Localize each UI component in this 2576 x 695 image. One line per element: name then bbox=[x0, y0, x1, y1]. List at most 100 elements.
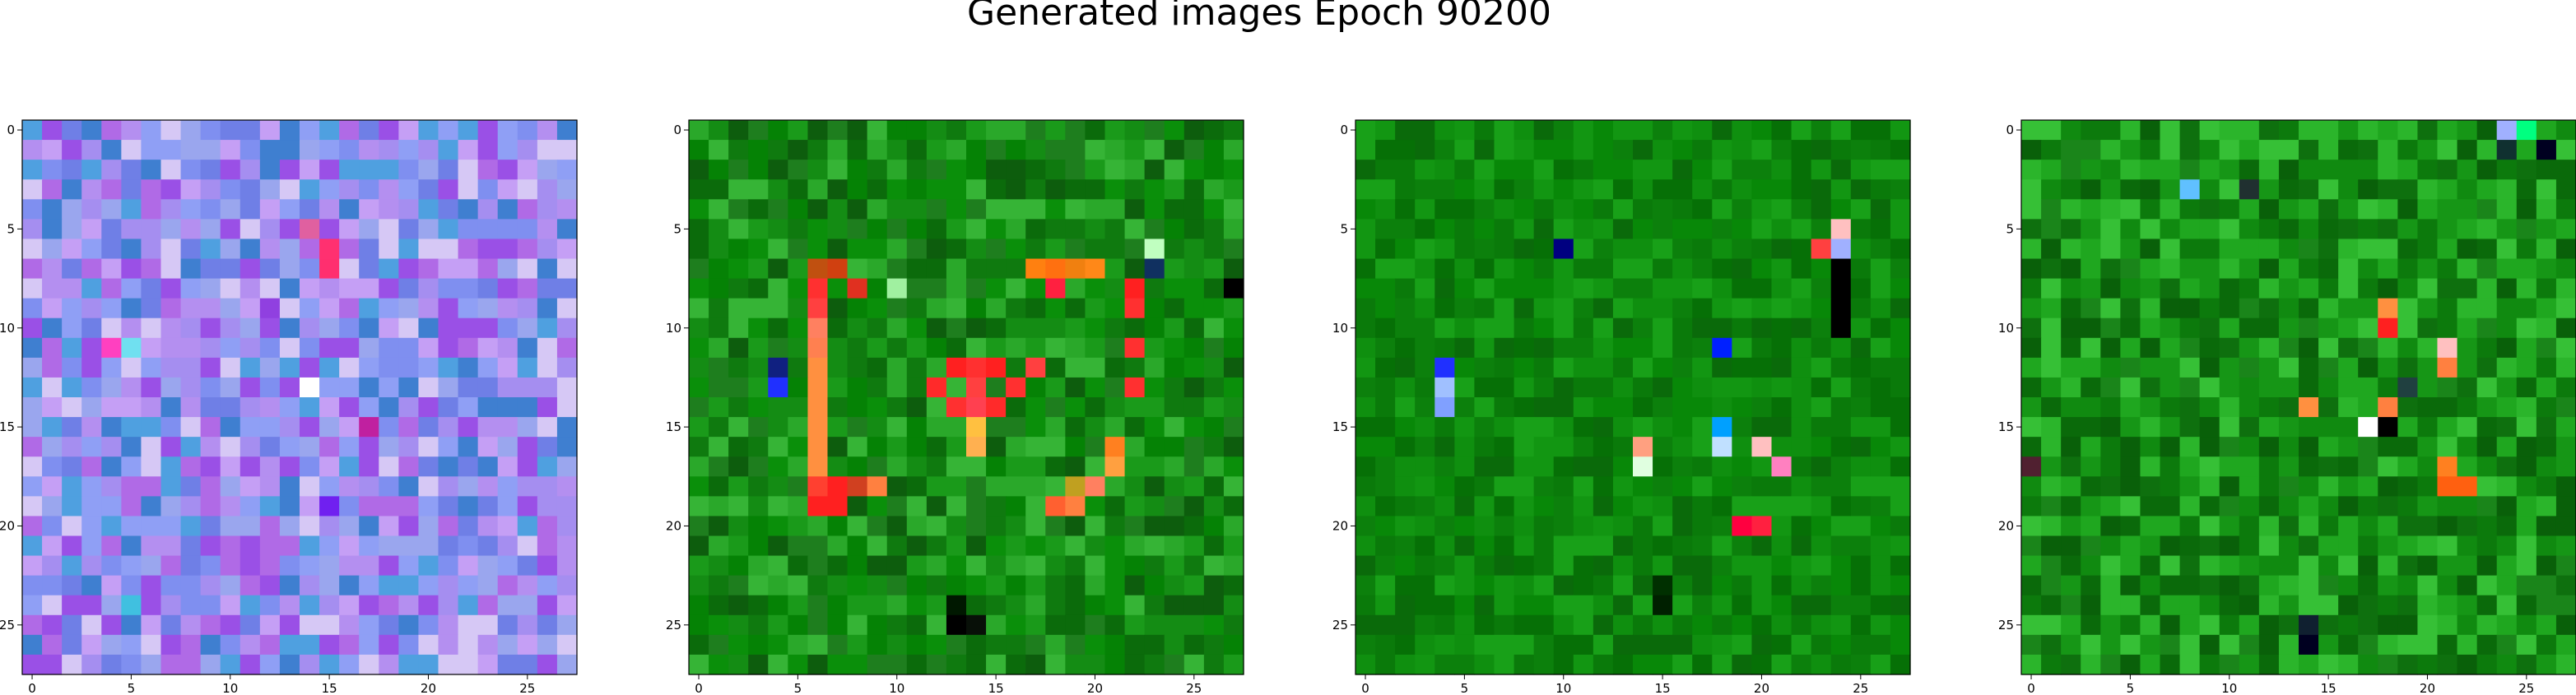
pixel-cell bbox=[180, 140, 202, 160]
pixel-cell bbox=[1104, 516, 1126, 537]
x-tick-label: 5 bbox=[2127, 681, 2135, 695]
pixel-cell bbox=[477, 496, 499, 517]
pixel-cell bbox=[418, 278, 439, 299]
pixel-cell bbox=[200, 535, 221, 557]
pixel-cell bbox=[2457, 456, 2478, 477]
pixel-cell bbox=[319, 377, 340, 398]
pixel-cell bbox=[2120, 595, 2141, 616]
pixel-cell bbox=[2476, 377, 2498, 398]
pixel-cell bbox=[2358, 516, 2378, 537]
pixel-cell bbox=[867, 634, 888, 656]
pixel-cell bbox=[1006, 120, 1026, 141]
pixel-cell bbox=[497, 595, 518, 616]
pixel-cell bbox=[2536, 258, 2557, 280]
pixel-cell bbox=[1355, 575, 1376, 596]
pixel-cell bbox=[2536, 357, 2557, 378]
pixel-cell bbox=[42, 575, 63, 596]
pixel-cell bbox=[788, 417, 809, 438]
pixel-cell bbox=[1553, 595, 1574, 616]
pixel-cell bbox=[2358, 595, 2378, 616]
pixel-cell bbox=[438, 239, 459, 260]
pixel-cell bbox=[1454, 397, 1476, 418]
pixel-cell bbox=[689, 397, 709, 418]
pixel-cell bbox=[2160, 377, 2181, 398]
pixel-cell bbox=[1104, 417, 1126, 438]
pixel-cell bbox=[1612, 298, 1634, 319]
pixel-cell bbox=[497, 377, 518, 398]
pixel-cell bbox=[1395, 179, 1416, 200]
pixel-cell bbox=[1692, 555, 1713, 577]
pixel-cell bbox=[359, 516, 379, 537]
pixel-cell bbox=[807, 179, 829, 200]
pixel-cell bbox=[1223, 298, 1244, 319]
pixel-cell bbox=[1144, 417, 1165, 438]
pixel-cell bbox=[2457, 496, 2478, 517]
pixel-cell bbox=[2258, 298, 2280, 319]
pixel-cell bbox=[847, 476, 868, 497]
pixel-cell bbox=[1533, 476, 1555, 497]
pixel-cell bbox=[81, 317, 102, 339]
pixel-cell bbox=[2516, 298, 2537, 319]
pixel-cell bbox=[1144, 317, 1165, 339]
pixel-cell bbox=[1144, 654, 1165, 675]
pixel-cell bbox=[1124, 239, 1146, 260]
pixel-cell bbox=[1732, 476, 1753, 497]
pixel-cell bbox=[986, 258, 1007, 280]
pixel-cell bbox=[200, 595, 221, 616]
pixel-cell bbox=[1494, 437, 1515, 457]
pixel-cell bbox=[418, 555, 439, 577]
pixel-cell bbox=[2278, 634, 2299, 656]
pixel-cell bbox=[689, 160, 709, 180]
pixel-cell bbox=[2358, 496, 2378, 517]
pixel-cell bbox=[2219, 140, 2240, 160]
pixel-cell bbox=[339, 199, 360, 220]
pixel-cell bbox=[279, 575, 300, 596]
pixel-cell bbox=[1672, 160, 1693, 180]
pixel-cell bbox=[1025, 278, 1046, 299]
pixel-cell bbox=[497, 575, 518, 596]
pixel-cell bbox=[2140, 377, 2161, 398]
pixel-cell bbox=[748, 239, 769, 260]
pixel-cell bbox=[827, 654, 849, 675]
x-tick-label: 0 bbox=[2027, 681, 2035, 695]
pixel-cell bbox=[1890, 437, 1911, 457]
pixel-cell bbox=[259, 535, 281, 557]
pixel-cell bbox=[709, 417, 729, 438]
pixel-cell bbox=[946, 456, 967, 477]
pixel-cell bbox=[2258, 516, 2280, 537]
pixel-cell bbox=[2278, 535, 2299, 557]
pixel-cell bbox=[319, 496, 340, 517]
pixel-cell bbox=[2140, 357, 2161, 378]
pixel-cell bbox=[1712, 476, 1732, 497]
pixel-cell bbox=[1514, 140, 1535, 160]
pixel-cell bbox=[359, 317, 379, 339]
pixel-cell bbox=[339, 179, 360, 200]
pixel-cell bbox=[239, 317, 261, 339]
pixel-cell bbox=[2081, 634, 2101, 656]
pixel-cell bbox=[946, 654, 967, 675]
pixel-cell bbox=[1514, 317, 1535, 339]
pixel-cell bbox=[1890, 654, 1911, 675]
pixel-cell bbox=[2219, 437, 2240, 457]
pixel-cell bbox=[1355, 199, 1376, 220]
pixel-cell bbox=[1454, 417, 1476, 438]
pixel-cell bbox=[1732, 634, 1753, 656]
pixel-cell bbox=[42, 437, 63, 457]
pixel-cell bbox=[1612, 120, 1634, 141]
pixel-cell bbox=[906, 298, 928, 319]
pixel-cell bbox=[1553, 258, 1574, 280]
pixel-cell bbox=[359, 654, 379, 675]
pixel-cell bbox=[2358, 535, 2378, 557]
pixel-cell bbox=[1065, 179, 1086, 200]
pixel-cell bbox=[200, 278, 221, 299]
pixel-cell bbox=[986, 239, 1007, 260]
pixel-cell bbox=[2516, 179, 2537, 200]
pixel-cell bbox=[2041, 595, 2062, 616]
pixel-cell bbox=[2061, 298, 2081, 319]
pixel-cell bbox=[1811, 397, 1832, 418]
pixel-cell bbox=[2239, 456, 2260, 477]
pixel-cell bbox=[966, 456, 987, 477]
pixel-cell bbox=[418, 614, 439, 636]
pixel-cell bbox=[2278, 575, 2299, 596]
pixel-cell bbox=[2457, 535, 2478, 557]
